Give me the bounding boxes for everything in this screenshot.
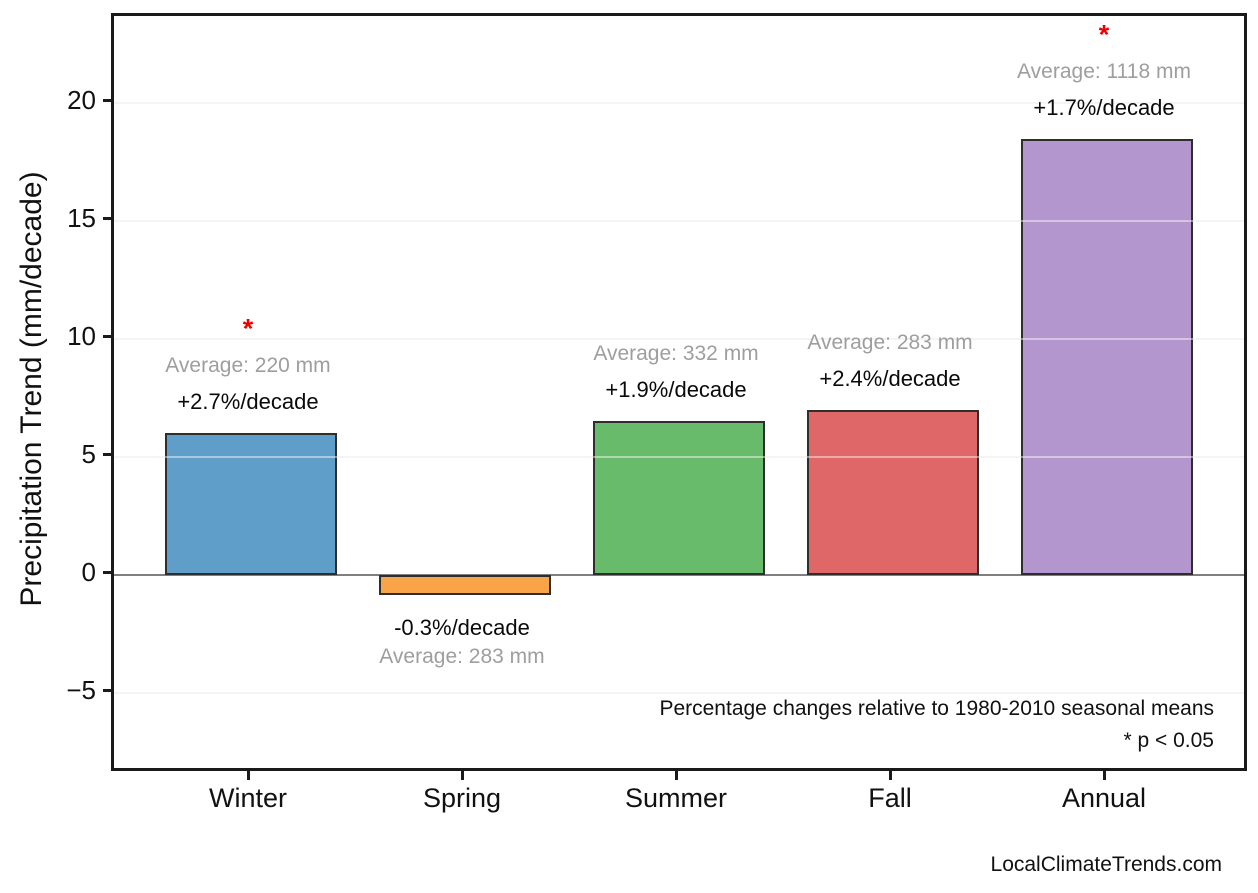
note-line-1: Percentage changes relative to 1980-2010… [659,697,1214,720]
x-tick-label-summer: Summer [624,783,728,813]
x-tick-label-annual: Annual [1061,783,1147,813]
x-tick-mark [246,771,250,780]
average-label-annual: Average: 1118 mm [1017,59,1191,83]
average-label-winter: Average: 220 mm [165,354,331,378]
zero-line [114,573,1244,576]
note-line-2: * p < 0.05 [1123,729,1215,752]
x-tick-label-spring: Spring [422,783,502,813]
x-tick-mark [675,771,678,780]
gridline [114,691,1244,694]
y-tick-label: 0 [81,556,96,587]
bar-summer [593,421,765,575]
bar-annual [1021,138,1193,575]
x-tick-mark [889,771,892,780]
y-tick-label: −5 [66,674,96,705]
gridline-overlay [114,337,1244,340]
average-label-fall: Average: 283 mm [807,330,973,354]
trend-label-summer: +1.9%/decade [605,377,747,403]
gridline [114,337,1244,340]
significance-star-winter: * [242,313,254,344]
y-tick-mark [103,334,112,338]
bar-spring [379,574,551,595]
y-tick-mark [103,570,112,574]
x-tick-label-fall: Fall [868,783,912,813]
average-label-summer: Average: 332 mm [593,342,759,366]
plot-area: Percentage changes relative to 1980-2010… [111,13,1247,771]
significance-star-annual: * [1098,18,1110,49]
x-tick-mark [460,771,464,780]
y-tick-mark [103,688,112,692]
trend-label-winter: +2.7%/decade [177,389,319,415]
y-tick-label: 5 [81,438,96,469]
y-tick-label: 15 [67,203,96,234]
x-tick-mark [1103,771,1107,780]
watermark: LocalClimateTrends.com [990,853,1222,876]
y-tick-mark [103,217,112,221]
y-tick-label: 10 [67,320,96,351]
y-tick-mark [103,452,112,456]
trend-label-annual: +1.7%/decade [1033,94,1175,120]
gridline-overlay [114,691,1244,694]
y-axis-title: Precipitation Trend (mm/decade) [15,171,48,607]
y-tick-mark [103,99,112,103]
trend-label-fall: +2.4%/decade [819,365,961,391]
bar-winter [165,433,337,575]
bar-fall [807,409,979,575]
gridline-overlay [114,455,1244,458]
average-label-spring: Average: 283 mm [379,644,545,668]
gridline-overlay [114,220,1244,223]
x-tick-label-winter: Winter [208,783,287,813]
gridline [114,102,1244,105]
trend-label-spring: -0.3%/decade [394,614,530,640]
gridline [114,220,1244,223]
y-tick-label: 20 [67,85,96,116]
gridline-overlay [114,102,1244,105]
plot-canvas [114,16,1244,768]
